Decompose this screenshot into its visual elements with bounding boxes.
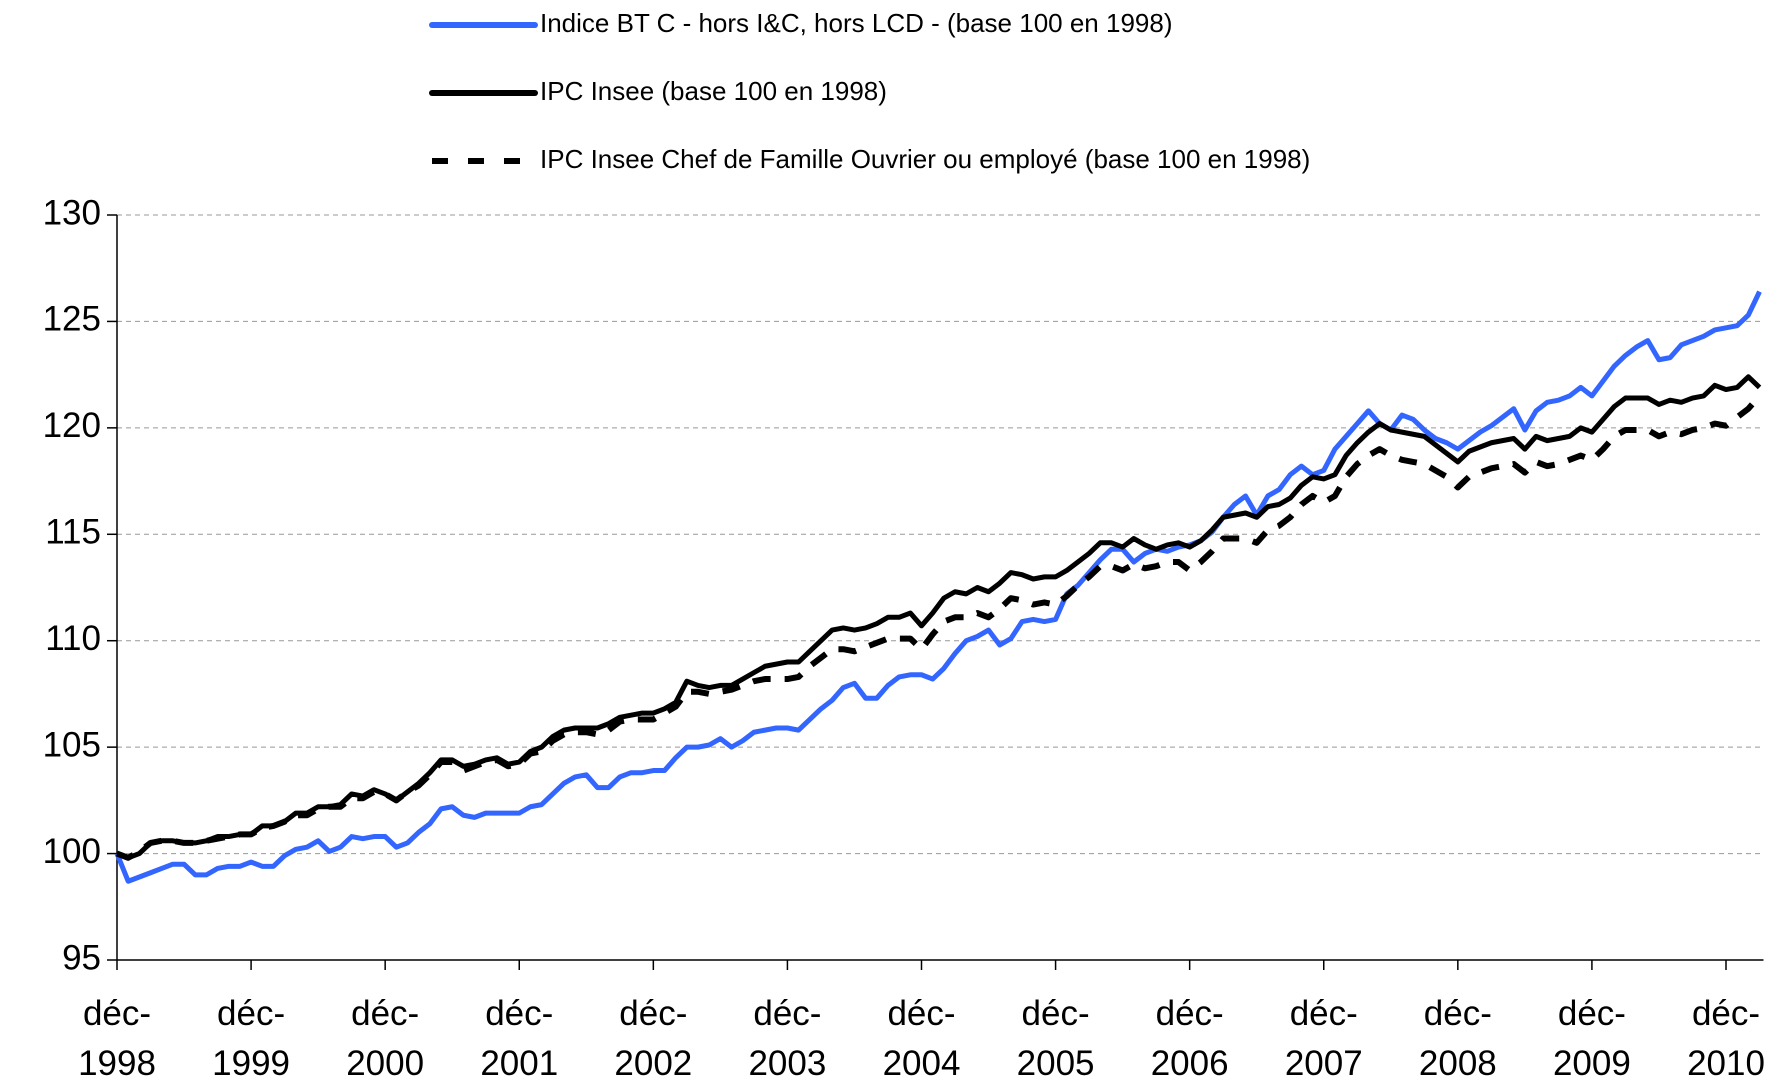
x-tick-line: déc- [1558, 994, 1626, 1033]
x-tick-line: déc- [485, 994, 553, 1033]
y-tick-label: 120 [43, 406, 101, 445]
x-tick-line: 2006 [1151, 1044, 1229, 1081]
x-tick-label: déc- 1999 [212, 994, 290, 1081]
x-tick-line: déc- [619, 994, 687, 1033]
x-tick-line: 2001 [480, 1044, 558, 1081]
x-tick-line: déc- [1290, 994, 1358, 1033]
x-tick-line: 2002 [614, 1044, 692, 1081]
x-tick-line: déc- [1692, 994, 1760, 1033]
y-tick-label: 130 [43, 193, 101, 232]
x-tick-label: déc- 2005 [1017, 994, 1095, 1081]
x-tick-line: 2005 [1017, 1044, 1095, 1081]
y-tick-label: 115 [45, 513, 101, 552]
series-line [116, 374, 1762, 861]
series-line [114, 290, 1762, 884]
x-tick-line: déc- [753, 994, 821, 1033]
x-tick-line: 1998 [78, 1044, 156, 1081]
y-tick-label: 110 [45, 619, 101, 658]
x-tick-line: 1999 [212, 1044, 290, 1081]
x-tick-line: 2010 [1687, 1044, 1765, 1081]
x-tick-line: 2004 [883, 1044, 961, 1081]
legend-label: IPC Insee Chef de Famille Ouvrier ou emp… [540, 144, 1310, 174]
y-tick-label: 100 [43, 832, 101, 871]
x-tick-line: 2000 [346, 1044, 424, 1081]
x-tick-line: 2007 [1285, 1044, 1363, 1081]
x-tick-line: déc- [887, 994, 955, 1033]
y-tick-label: 125 [43, 300, 101, 339]
x-tick-line: 2008 [1419, 1044, 1497, 1081]
y-tick-label: 105 [43, 725, 101, 764]
x-tick-label: déc- 1998 [78, 994, 156, 1081]
x-tick-line: déc- [1156, 994, 1224, 1033]
y-tick-label: 95 [62, 938, 101, 977]
x-tick-label: déc- 2009 [1553, 994, 1631, 1081]
x-tick-line: déc- [1022, 994, 1090, 1033]
x-tick-line: 2003 [748, 1044, 826, 1081]
x-tick-line: déc- [1424, 994, 1492, 1033]
x-tick-label: déc- 2004 [883, 994, 961, 1081]
x-tick-label: déc- 2010 [1687, 994, 1765, 1081]
x-tick-label: déc- 2008 [1419, 994, 1497, 1081]
series-line [115, 393, 1762, 861]
x-tick-line: 2009 [1553, 1044, 1631, 1081]
x-tick-label: déc- 2000 [346, 994, 424, 1081]
x-tick-label: déc- 2001 [480, 994, 558, 1081]
x-tick-label: déc- 2002 [614, 994, 692, 1081]
x-tick-line: déc- [351, 994, 419, 1033]
x-tick-label: déc- 2007 [1285, 994, 1363, 1081]
x-tick-label: déc- 2003 [748, 994, 826, 1081]
x-tick-line: déc- [83, 994, 151, 1033]
legend-label: Indice BT C - hors I&C, hors LCD - (base… [540, 8, 1172, 38]
x-tick-label: déc- 2006 [1151, 994, 1229, 1081]
legend-label: IPC Insee (base 100 en 1998) [540, 76, 887, 106]
x-tick-line: déc- [217, 994, 285, 1033]
